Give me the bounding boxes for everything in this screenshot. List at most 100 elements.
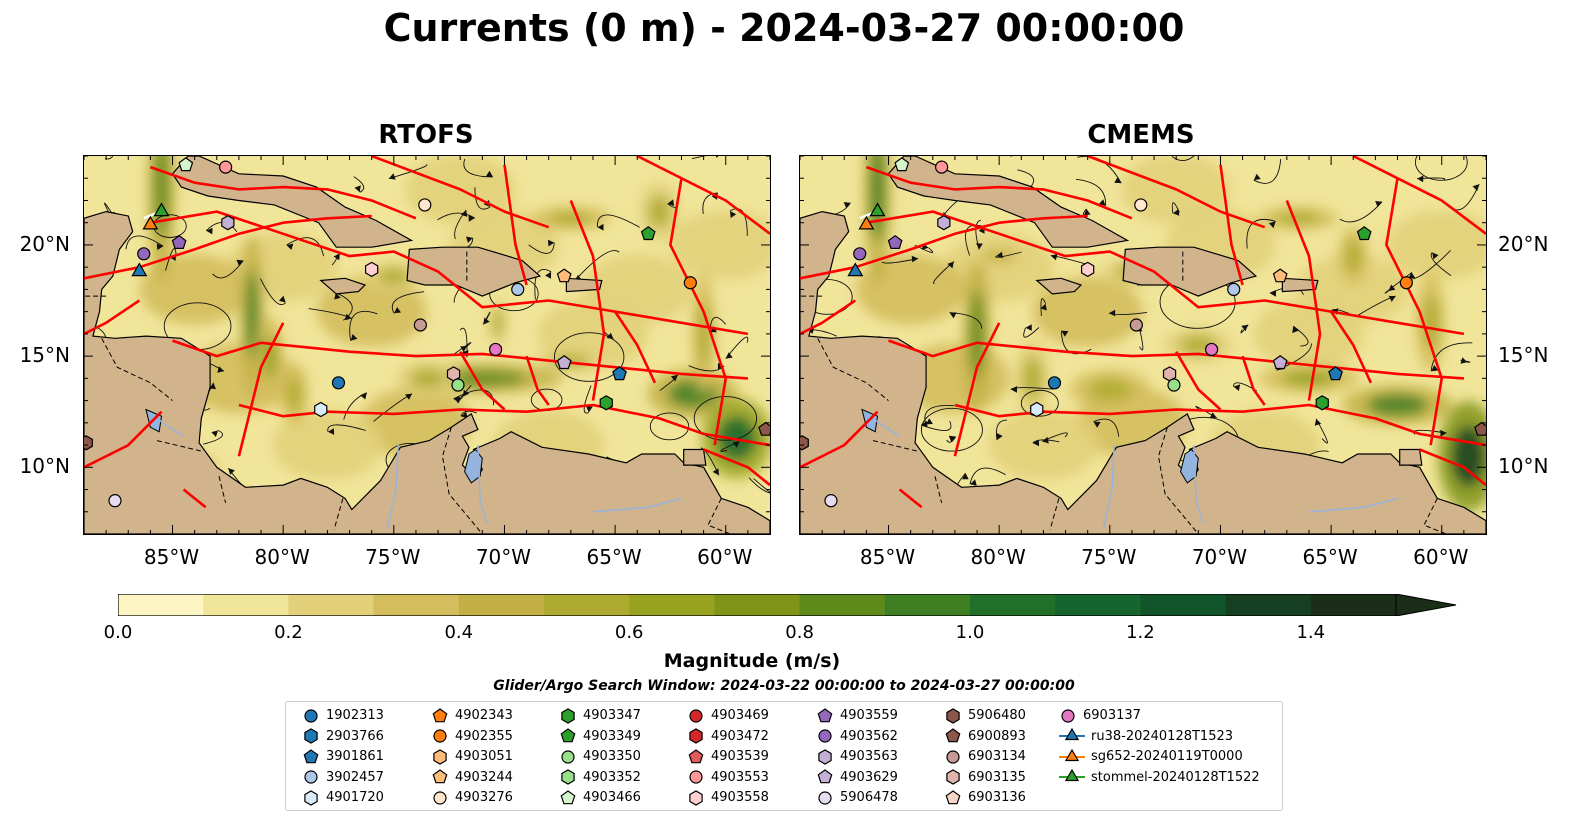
country-border xyxy=(934,476,943,504)
legend-marker-4903559 xyxy=(817,707,833,722)
red-boundary-line xyxy=(614,310,657,384)
legend-marker-5906480 xyxy=(946,707,960,724)
legend-marker xyxy=(561,707,575,724)
x-tick-label: 75°W xyxy=(365,545,421,569)
legend-item: stommel-20240128T1522 xyxy=(1059,768,1260,788)
legend-item: 4901720 xyxy=(302,788,384,808)
colorbar-tick-label: 1.2 xyxy=(1126,622,1155,643)
red-boundary-line xyxy=(525,355,550,406)
float-marker-3901861 xyxy=(612,366,627,381)
legend-item: 1902313 xyxy=(302,706,384,726)
float-marker-5906478 xyxy=(108,494,122,508)
float-marker-4902355 xyxy=(683,276,697,290)
colorbar-tick-label: 1.4 xyxy=(1296,622,1326,643)
float-marker-6903137 xyxy=(489,342,503,357)
float-marker-1902313 xyxy=(331,376,346,390)
float-marker-3902457 xyxy=(1227,282,1241,297)
float-marker-3901861 xyxy=(1328,366,1343,381)
legend-marker-4903051 xyxy=(433,748,447,765)
colorbar-segment xyxy=(288,594,375,616)
colorbar-segment xyxy=(118,594,204,616)
float-marker-4903276 xyxy=(1134,198,1148,212)
legend-item: 4903350 xyxy=(559,747,641,767)
legend-marker xyxy=(945,789,961,804)
y-tick-label-left: 10°N xyxy=(19,454,70,479)
legend-label: 4903562 xyxy=(840,728,898,744)
red-boundary-line xyxy=(954,403,1486,447)
float-marker-4903629 xyxy=(556,355,572,370)
float-marker-6900893 xyxy=(1474,421,1486,436)
legend-item: 2903766 xyxy=(302,727,384,747)
legend-item: 4903244 xyxy=(431,768,513,788)
float-marker-4903347 xyxy=(1315,395,1329,411)
colorbar-tick-label: 0.2 xyxy=(274,622,303,643)
x-tick-label: 80°W xyxy=(254,545,310,569)
red-boundary-line xyxy=(84,410,163,469)
legend-marker-4903472 xyxy=(689,728,703,744)
colorbar xyxy=(117,593,1458,617)
legend-label: 5906478 xyxy=(840,790,898,805)
legend-label: 2903766 xyxy=(326,728,384,744)
red-boundary-line xyxy=(237,322,285,457)
country-border xyxy=(441,427,483,534)
red-boundary-line xyxy=(703,448,770,487)
legend-marker xyxy=(817,769,833,784)
float-marker-4903559 xyxy=(171,234,187,250)
legend-marker xyxy=(433,790,447,805)
red-boundary-line xyxy=(1419,448,1486,487)
colorbar-segment xyxy=(1055,594,1141,616)
colorbar-tick-label: 0.0 xyxy=(103,622,133,643)
legend-label: 4903472 xyxy=(711,728,769,744)
red-boundary-line xyxy=(898,488,923,509)
red-boundary-line xyxy=(569,200,606,401)
float-marker-5906480 xyxy=(84,435,93,451)
river xyxy=(1102,445,1115,530)
colorbar-segment xyxy=(1140,594,1227,616)
float-marker-4903562 xyxy=(853,247,867,261)
legend-marker xyxy=(304,708,318,723)
legend-label: stommel-20240128T1522 xyxy=(1091,769,1260,785)
legend-marker xyxy=(945,728,961,743)
river xyxy=(386,445,399,530)
legend-label: 4903539 xyxy=(711,749,769,764)
legend-marker-4902343 xyxy=(432,707,448,722)
legend-item: 4903469 xyxy=(687,706,769,726)
legend-item: 4903558 xyxy=(687,788,769,808)
float-marker-4903466 xyxy=(178,157,194,172)
red-boundary-line xyxy=(149,165,417,220)
float-marker-1902313 xyxy=(1047,376,1062,390)
legend-label: 3901861 xyxy=(326,749,384,764)
y-tick-label-right: 20°N xyxy=(1498,231,1549,256)
legend-label: 4903469 xyxy=(711,708,769,723)
legend-marker-4903350 xyxy=(561,749,575,764)
legend-item: 4903553 xyxy=(687,768,769,788)
red-boundary-line xyxy=(1285,200,1322,401)
glider-marker-stommel-20240128T1522 xyxy=(153,202,170,217)
red-boundary-line xyxy=(1087,156,1266,229)
red-boundary-line xyxy=(238,403,770,447)
legend-label: 4903553 xyxy=(711,769,769,785)
legend-item: 4903472 xyxy=(687,727,769,747)
legend-marker xyxy=(433,729,447,743)
legend-item: 4902343 xyxy=(431,706,513,726)
legend-label: 4903558 xyxy=(711,790,769,805)
country-border xyxy=(1049,498,1060,530)
float-marker-4903553 xyxy=(935,160,949,174)
colorbar-tick-label: 1.0 xyxy=(955,622,985,643)
country-border xyxy=(156,440,204,453)
red-boundary-line xyxy=(1385,177,1444,446)
glider-marker-sg652-20240119T0000 xyxy=(142,215,159,230)
float-marker-4903562 xyxy=(137,247,151,261)
red-boundary-line xyxy=(371,156,550,229)
float-marker-4903558 xyxy=(1081,261,1095,278)
legend-marker xyxy=(561,749,575,764)
legend-marker xyxy=(818,790,832,805)
map-rtofs xyxy=(84,156,770,534)
legend-label: sg652-20240119T0000 xyxy=(1091,749,1243,764)
legend-marker-4903562 xyxy=(818,729,832,743)
red-boundary-line xyxy=(866,210,1465,336)
legend: 1902313 2903766 3901861 3902457 4901720 49023… xyxy=(285,701,1283,811)
float-marker-4903276 xyxy=(418,198,432,212)
x-tick-label: 80°W xyxy=(970,545,1026,569)
legend-item: 4903562 xyxy=(816,727,898,747)
